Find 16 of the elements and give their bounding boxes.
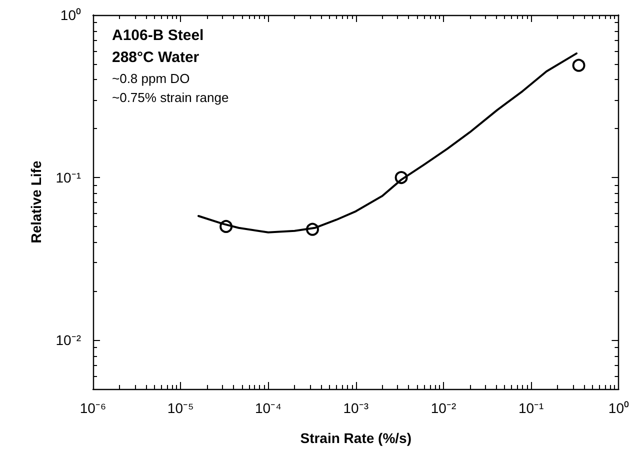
- x-tick-label: 10⁻¹: [518, 400, 544, 416]
- x-tick-label: 10⁻³: [343, 400, 369, 416]
- x-tick-label: 10⁻²: [430, 400, 456, 416]
- x-tick-label: 10⁻⁵: [167, 400, 194, 416]
- x-tick-label: 10⁻⁴: [254, 400, 282, 416]
- x-axis-title: Strain Rate (%/s): [300, 430, 412, 446]
- annotation: ~0.75% strain range: [112, 90, 229, 105]
- y-axis-title: Relative Life: [28, 160, 44, 244]
- y-tick-label: 10⁻¹: [56, 170, 82, 186]
- annotation: ~0.8 ppm DO: [112, 71, 190, 86]
- annotation: A106-B Steel: [112, 27, 204, 44]
- annotation: 288°C Water: [112, 49, 200, 66]
- y-tick-label: 10⁻²: [56, 332, 82, 348]
- x-tick-label: 10⁰: [608, 400, 630, 416]
- y-tick-label: 10⁰: [60, 7, 81, 23]
- x-tick-label: 10⁻⁶: [80, 400, 106, 416]
